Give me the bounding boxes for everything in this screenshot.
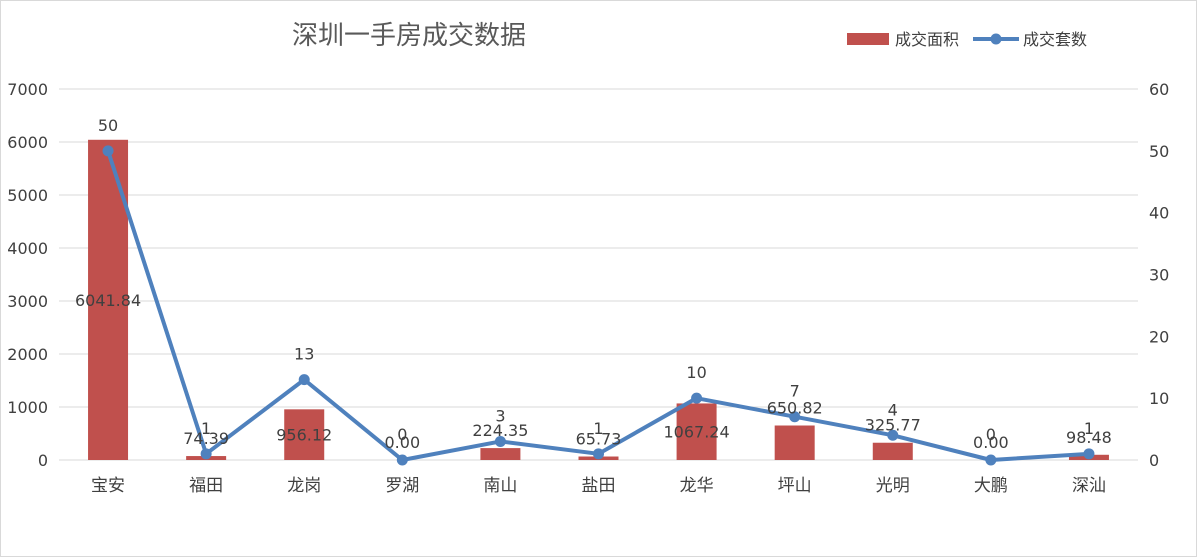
- line-count: [102, 145, 1095, 466]
- count-point: [593, 448, 604, 460]
- bar-data-label: 956.12: [276, 426, 332, 445]
- count-point: [985, 454, 997, 466]
- line-data-label: 0: [397, 425, 407, 444]
- category-label: 光明: [876, 476, 910, 496]
- bar-data-label: 74.39: [183, 429, 229, 448]
- category-labels: 宝安 福田 龙岗 罗湖 南山 盐田 龙华 坪山 光明 大鹏 深汕: [91, 476, 1106, 496]
- left-axis-ticks: 0 1000 2000 3000 4000 5000 6000 7000: [7, 80, 48, 470]
- right-tick-label: 0: [1149, 451, 1159, 470]
- bar: [676, 403, 717, 460]
- line-data-label: 0: [986, 425, 996, 444]
- left-tick-label: 3000: [7, 292, 48, 311]
- bar-data-label: 0.00: [973, 433, 1009, 452]
- count-point: [298, 374, 310, 386]
- gridlines: [59, 88, 1138, 461]
- line-data-label: 1: [593, 419, 603, 438]
- count-point: [102, 145, 114, 157]
- count-point: [887, 429, 899, 441]
- left-tick-label: 4000: [7, 239, 48, 258]
- left-tick-label: 5000: [7, 186, 48, 205]
- bar-data-label: 98.48: [1066, 428, 1112, 447]
- count-point: [789, 411, 801, 423]
- count-line-path: [106, 150, 1090, 462]
- right-tick-label: 20: [1149, 327, 1169, 346]
- count-point: [494, 435, 506, 447]
- bar-data-label: 650.82: [767, 399, 823, 418]
- right-tick-label: 30: [1149, 266, 1169, 285]
- right-tick-label: 50: [1149, 142, 1169, 161]
- bar-data-label: 325.77: [865, 416, 921, 435]
- legend-swatch-count-marker: [990, 33, 1002, 45]
- line-data-label: 1: [201, 419, 211, 438]
- bar-data-label: 65.73: [576, 430, 622, 449]
- category-label: 罗湖: [385, 476, 419, 496]
- bar: [284, 409, 325, 460]
- bars-area: [88, 139, 1109, 461]
- right-axis-ticks: 0 10 20 30 40 50 60: [1149, 80, 1169, 470]
- line-data-label: 1: [1084, 419, 1094, 438]
- bar: [480, 448, 521, 460]
- category-label: 坪山: [778, 476, 812, 496]
- legend-label-count: 成交套数: [1023, 30, 1087, 49]
- bar: [872, 442, 913, 460]
- left-tick-label: 0: [38, 451, 48, 470]
- left-tick-label: 7000: [7, 80, 48, 99]
- category-label: 盐田: [582, 476, 616, 496]
- line-data-label: 50: [98, 116, 118, 135]
- line-data-label: 10: [686, 363, 706, 382]
- right-tick-label: 10: [1149, 389, 1169, 408]
- category-label: 南山: [483, 476, 517, 496]
- count-point: [396, 454, 408, 466]
- left-tick-label: 2000: [7, 345, 48, 364]
- category-label: 福田: [189, 476, 223, 496]
- left-tick-label: 1000: [7, 398, 48, 417]
- chart-title: 深圳一手房成交数据: [292, 21, 526, 51]
- bar-data-label: 1067.24: [664, 423, 730, 442]
- line-data-labels: 50 1 13 0 3 1 10 7 4 0 1: [98, 116, 1094, 444]
- line-data-label: 7: [790, 382, 800, 401]
- line-data-label: 13: [294, 345, 314, 364]
- category-label: 深汕: [1072, 476, 1106, 496]
- line-data-label: 4: [888, 400, 898, 419]
- count-point: [200, 448, 212, 460]
- category-label: 大鹏: [974, 476, 1008, 496]
- count-point: [691, 392, 703, 404]
- line-data-label: 3: [495, 406, 505, 425]
- left-tick-label: 6000: [7, 133, 48, 152]
- legend: 成交面积 成交套数: [847, 30, 1087, 49]
- category-label: 龙岗: [287, 476, 321, 496]
- right-tick-label: 40: [1149, 204, 1169, 223]
- bar: [774, 425, 815, 460]
- bar-data-label: 224.35: [472, 421, 528, 440]
- category-label: 宝安: [91, 476, 125, 496]
- bar-data-labels: 6041.84 74.39 956.12 0.00 224.35 65.73 1067.24…: [75, 291, 1112, 452]
- right-tick-label: 60: [1149, 80, 1169, 99]
- legend-swatch-area: [847, 33, 889, 45]
- count-point: [1083, 448, 1095, 460]
- bar-data-label: 0.00: [385, 433, 421, 452]
- legend-label-area: 成交面积: [895, 30, 959, 49]
- category-label: 龙华: [680, 476, 714, 496]
- bar-data-label: 6041.84: [75, 291, 141, 310]
